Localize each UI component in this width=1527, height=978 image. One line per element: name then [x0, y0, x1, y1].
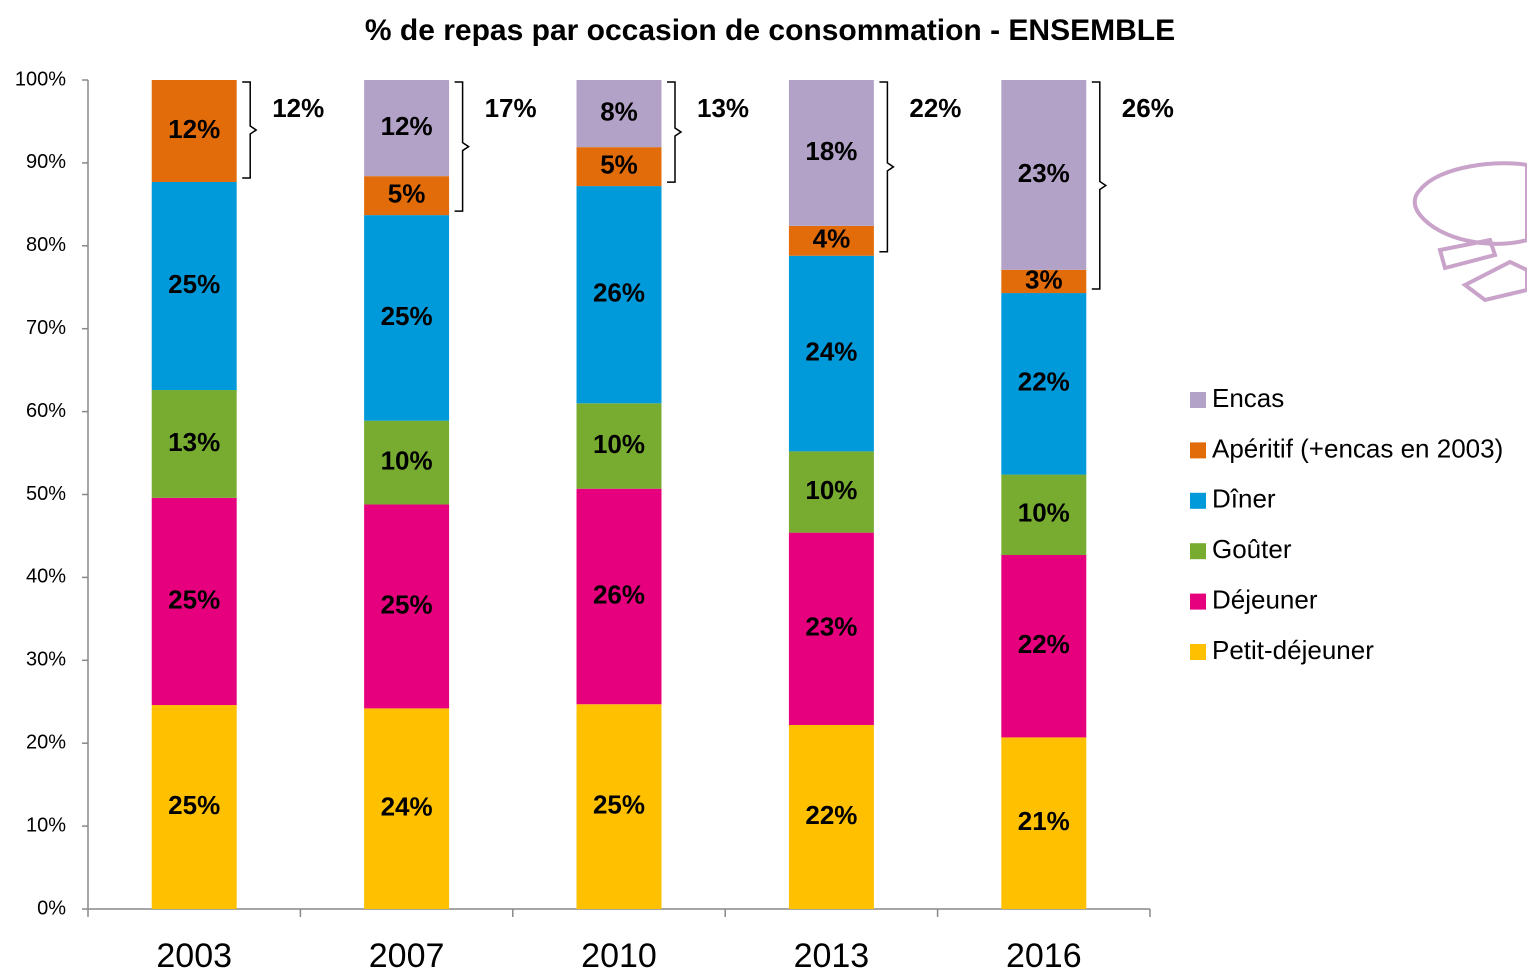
data-label: 26% [593, 579, 645, 609]
data-label: 22% [805, 800, 857, 830]
data-label: 25% [168, 790, 220, 820]
legend-label: Apéritif (+encas en 2003) [1212, 433, 1503, 463]
data-label: 23% [1018, 158, 1070, 188]
data-label: 25% [168, 269, 220, 299]
bracket [879, 82, 893, 252]
y-tick-label: 100% [15, 68, 66, 90]
x-tick-label: 2003 [156, 937, 232, 975]
data-label: 22% [1018, 629, 1070, 659]
legend-label: Déjeuner [1212, 584, 1318, 614]
x-tick-label: 2007 [369, 937, 445, 975]
bracket-label: 22% [909, 93, 961, 123]
data-label: 26% [593, 278, 645, 308]
data-label: 25% [168, 584, 220, 614]
legend-swatch [1190, 543, 1206, 559]
bracket-label: 12% [272, 93, 324, 123]
y-tick-label: 70% [26, 317, 66, 339]
legend-label: Encas [1212, 383, 1284, 413]
data-label: 23% [805, 612, 857, 642]
y-tick-label: 40% [26, 566, 66, 588]
data-label: 10% [593, 429, 645, 459]
data-label: 5% [388, 179, 426, 209]
decoration [1415, 163, 1527, 300]
legend-swatch [1190, 392, 1206, 408]
data-label: 25% [593, 789, 645, 819]
chart: % de repas par occasion de consommation … [0, 0, 1527, 978]
data-label: 13% [168, 427, 220, 457]
data-label: 18% [805, 136, 857, 166]
data-label: 12% [168, 114, 220, 144]
x-tick-label: 2016 [1006, 937, 1082, 975]
bracket-label: 17% [485, 93, 537, 123]
data-label: 4% [813, 224, 851, 254]
y-tick-label: 60% [26, 400, 66, 422]
data-label: 8% [600, 96, 638, 126]
data-label: 10% [1018, 498, 1070, 528]
data-label: 22% [1018, 367, 1070, 397]
data-label: 5% [600, 150, 638, 180]
data-label: 24% [805, 336, 857, 366]
bracket [667, 82, 681, 182]
y-tick-label: 0% [37, 897, 66, 919]
legend-label: Petit-déjeuner [1212, 635, 1374, 665]
data-label: 10% [805, 475, 857, 505]
bracket [1092, 82, 1106, 289]
y-tick-label: 80% [26, 234, 66, 256]
y-tick-label: 90% [26, 151, 66, 173]
bracket [242, 82, 256, 178]
data-label: 12% [381, 111, 433, 141]
data-label: 25% [381, 589, 433, 619]
bracket-label: 26% [1122, 93, 1174, 123]
y-tick-label: 50% [26, 483, 66, 505]
y-tick-label: 10% [26, 814, 66, 836]
legend-swatch [1190, 644, 1206, 660]
chart-title: % de repas par occasion de consommation … [365, 14, 1175, 47]
legend-swatch [1190, 442, 1206, 458]
data-label: 25% [381, 301, 433, 331]
y-tick-label: 30% [26, 649, 66, 671]
legend-label: Dîner [1212, 484, 1276, 514]
legend-swatch [1190, 493, 1206, 509]
data-label: 10% [381, 445, 433, 475]
y-tick-label: 20% [26, 731, 66, 753]
bracket-label: 13% [697, 93, 749, 123]
x-tick-label: 2013 [794, 937, 870, 975]
data-label: 24% [381, 792, 433, 822]
legend-label: Goûter [1212, 534, 1292, 564]
x-tick-label: 2010 [581, 937, 657, 975]
legend-swatch [1190, 594, 1206, 610]
data-label: 21% [1018, 806, 1070, 836]
bracket [455, 82, 469, 211]
